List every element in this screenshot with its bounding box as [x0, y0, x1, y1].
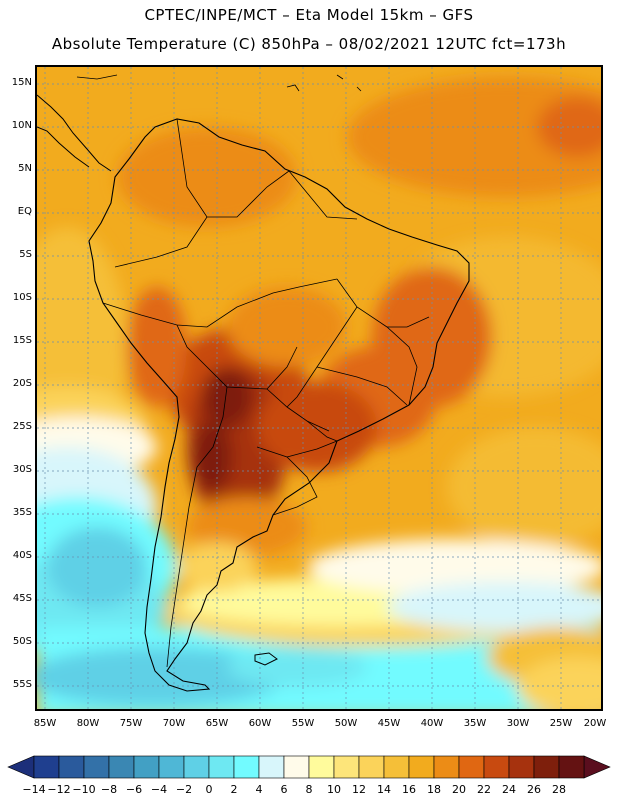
colorbar-label: 16: [402, 783, 416, 796]
color-legend: [7, 755, 611, 779]
colorbar-label: 4: [255, 783, 263, 796]
lon-label: 70W: [162, 718, 186, 729]
colorbar-label: 8: [305, 783, 313, 796]
colorbar-cell: [433, 755, 460, 779]
colorbar-label: 14: [377, 783, 391, 796]
colorbar-min-arrow: [7, 755, 35, 779]
colorbar-cell: [358, 755, 385, 779]
colorbar-label: −4: [150, 783, 168, 796]
colorbar-label: 24: [502, 783, 516, 796]
colorbar-label: 10: [327, 783, 341, 796]
colorbar-label: −2: [175, 783, 193, 796]
colorbar-label: 18: [427, 783, 441, 796]
lon-label: 75W: [119, 718, 143, 729]
lon-label: 80W: [76, 718, 100, 729]
lat-label: 30S: [12, 464, 32, 475]
colorbar-cell: [133, 755, 160, 779]
lat-label: 5S: [19, 249, 32, 260]
colorbar-cell: [158, 755, 185, 779]
lat-label: 40S: [12, 550, 32, 561]
colorbar-cell: [408, 755, 435, 779]
colorbar-label: 12: [352, 783, 366, 796]
colorbar-cell: [83, 755, 110, 779]
lat-label: 10S: [12, 292, 32, 303]
graticule: [37, 67, 601, 709]
colorbar-cell: [483, 755, 510, 779]
colorbar-label: −6: [125, 783, 143, 796]
south-america-coastline: [88, 118, 470, 692]
colorbar-cell: [533, 755, 560, 779]
lat-label: 45S: [12, 593, 32, 604]
country-borders: [102, 118, 430, 668]
lon-label: 30W: [506, 718, 530, 729]
colorbar-cell: [58, 755, 85, 779]
lon-label: 20W: [583, 718, 607, 729]
lon-label: 50W: [334, 718, 358, 729]
colorbar-cell: [258, 755, 285, 779]
colorbar-cell: [208, 755, 235, 779]
lat-label: 20S: [12, 378, 32, 389]
colorbar-cell: [383, 755, 410, 779]
model-title: CPTEC/INPE/MCT – Eta Model 15km – GFS: [144, 6, 474, 24]
colorbar-label: 22: [477, 783, 491, 796]
lon-label: 55W: [291, 718, 315, 729]
lat-label: EQ: [17, 206, 32, 217]
lon-label: 85W: [33, 718, 57, 729]
colorbar-label: 20: [452, 783, 466, 796]
colorbar-cell: [308, 755, 335, 779]
colorbar-label: −12: [47, 783, 71, 796]
central-america-coastline: [37, 94, 112, 172]
colorbar-cell: [508, 755, 535, 779]
lon-label: 25W: [549, 718, 573, 729]
lon-label: 40W: [420, 718, 444, 729]
colorbar-cell: [233, 755, 260, 779]
lat-label: 25S: [12, 421, 32, 432]
colorbar-label: −10: [72, 783, 96, 796]
colorbar-label: 2: [230, 783, 238, 796]
colorbar-label: −14: [22, 783, 46, 796]
temperature-map: [35, 65, 603, 711]
colorbar-label: −8: [100, 783, 118, 796]
lon-label: 60W: [248, 718, 272, 729]
map-canvas: [37, 67, 601, 709]
colorbar-label: 28: [552, 783, 566, 796]
lon-label: 65W: [205, 718, 229, 729]
colorbar-cell: [333, 755, 360, 779]
lon-label: 35W: [463, 718, 487, 729]
colorbar-cell: [283, 755, 310, 779]
colorbar-cell: [183, 755, 210, 779]
colorbar-cell: [458, 755, 485, 779]
colorbar-cell: [33, 755, 60, 779]
colorbar-label: 0: [205, 783, 213, 796]
lat-label: 50S: [12, 636, 32, 647]
falkland-islands: [254, 652, 278, 666]
colorbar-cell: [108, 755, 135, 779]
lon-label: 45W: [377, 718, 401, 729]
lat-label: 55S: [12, 679, 32, 690]
lat-label: 10N: [11, 120, 32, 131]
colorbar-cell: [558, 755, 585, 779]
lat-label: 35S: [12, 507, 32, 518]
colorbar-max-arrow: [583, 755, 611, 779]
field-title: Absolute Temperature (C) 850hPa – 08/02/…: [51, 35, 567, 53]
lat-label: 15S: [12, 335, 32, 346]
caribbean-islands: [76, 74, 362, 92]
colorbar-label: 6: [280, 783, 288, 796]
colorbar-cells: [33, 755, 585, 779]
lat-label: 5N: [18, 163, 32, 174]
lat-label: 15N: [11, 77, 32, 88]
colorbar-label: 26: [527, 783, 541, 796]
